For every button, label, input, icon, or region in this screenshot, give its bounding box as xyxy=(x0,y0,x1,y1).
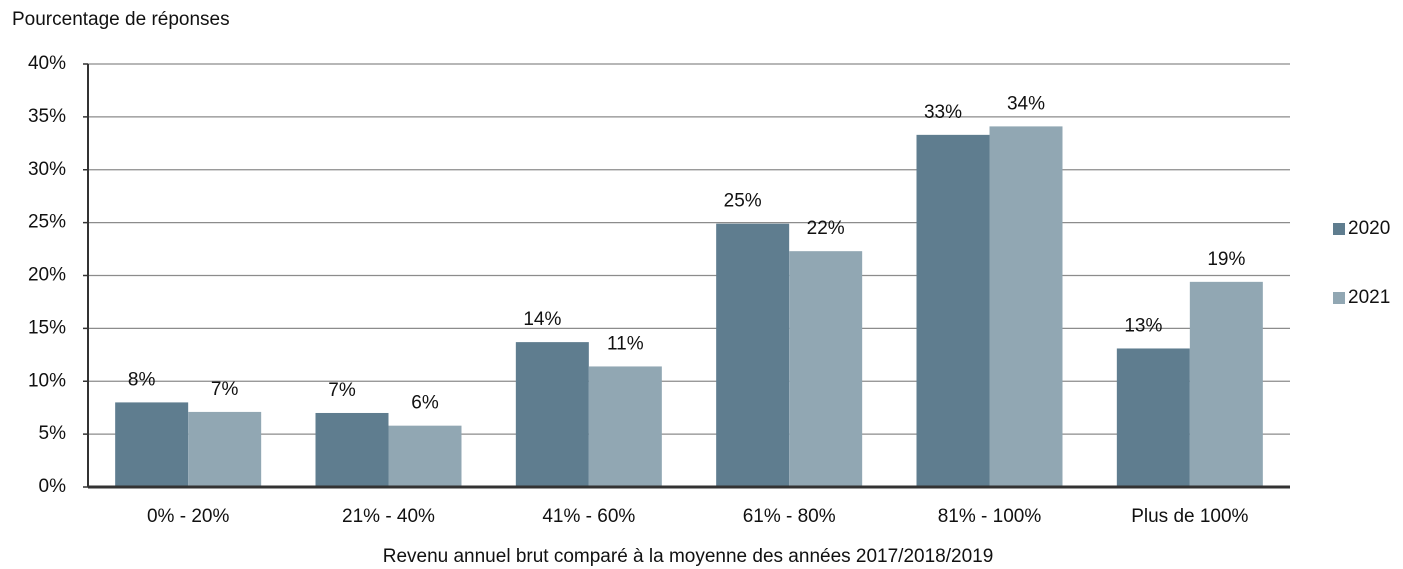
x-tick-label: 41% - 60% xyxy=(542,506,635,527)
bar xyxy=(588,366,662,487)
x-axis-label: Revenu annuel brut comparé à la moyenne … xyxy=(383,546,994,567)
value-label: 7% xyxy=(211,379,239,400)
y-tick-label: 30% xyxy=(28,159,66,180)
legend-label: 2021 xyxy=(1348,287,1390,308)
y-tick-label: 15% xyxy=(28,317,66,338)
y-tick-label: 5% xyxy=(39,423,67,444)
legend-label: 2020 xyxy=(1348,218,1390,239)
bar xyxy=(916,134,990,488)
bar xyxy=(716,223,790,487)
value-label: 33% xyxy=(924,102,962,123)
y-tick-label: 40% xyxy=(28,53,66,74)
bar xyxy=(789,251,863,487)
legend-swatch xyxy=(1333,223,1345,235)
bar xyxy=(1116,348,1190,487)
value-label: 6% xyxy=(411,393,439,414)
x-tick-label: Plus de 100% xyxy=(1131,506,1248,527)
bar xyxy=(188,411,262,487)
value-label: 34% xyxy=(1007,93,1045,114)
bar xyxy=(115,402,189,487)
legend-swatch xyxy=(1333,292,1345,304)
value-label: 11% xyxy=(607,333,644,354)
y-tick-label: 0% xyxy=(39,476,67,497)
y-tick-label: 35% xyxy=(28,106,66,127)
value-label: 19% xyxy=(1207,249,1245,270)
bar xyxy=(515,342,589,487)
bar xyxy=(989,126,1063,487)
y-tick-label: 10% xyxy=(28,370,66,391)
y-axis-label: Pourcentage de réponses xyxy=(12,9,230,30)
x-tick-label: 0% - 20% xyxy=(147,506,229,527)
x-tick-label: 61% - 80% xyxy=(743,506,836,527)
value-label: 13% xyxy=(1124,315,1162,336)
bar xyxy=(315,412,389,487)
value-label: 7% xyxy=(328,380,356,401)
x-tick-label: 21% - 40% xyxy=(342,506,435,527)
value-label: 8% xyxy=(128,369,156,390)
value-label: 22% xyxy=(807,218,845,239)
y-tick-label: 25% xyxy=(28,212,66,233)
bar xyxy=(388,425,462,487)
value-label: 14% xyxy=(523,309,561,330)
value-label: 25% xyxy=(724,191,762,212)
y-tick-label: 20% xyxy=(28,265,66,286)
bar xyxy=(1189,281,1263,487)
x-tick-label: 81% - 100% xyxy=(938,506,1042,527)
